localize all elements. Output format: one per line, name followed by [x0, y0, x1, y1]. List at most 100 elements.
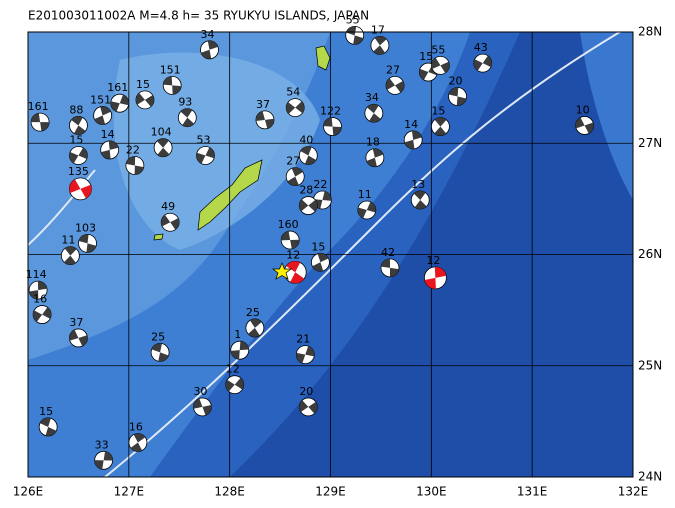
depth-label: 13	[411, 178, 425, 191]
beachball	[298, 397, 318, 417]
beachball	[32, 305, 52, 324]
beachball	[135, 90, 155, 110]
beachball-quadrant	[346, 26, 364, 45]
depth-label: 54	[286, 86, 300, 99]
beachball-quadrant	[287, 167, 303, 186]
beachball-quadrant	[69, 147, 88, 164]
beachball-quadrant	[299, 400, 318, 414]
frame	[27, 31, 634, 478]
depth-label: 12	[426, 254, 440, 267]
beachball-quadrant	[196, 147, 215, 164]
beachball	[60, 246, 80, 266]
depth-label: 15	[136, 78, 150, 91]
beachball	[162, 76, 182, 95]
beachball-quadrant	[135, 92, 154, 107]
depth-label: 15	[419, 50, 433, 63]
beachball-quadrant	[33, 307, 52, 322]
depth-label: 17	[371, 23, 385, 36]
beachball-quadrant	[286, 261, 305, 284]
beachball	[345, 25, 365, 45]
depth-label: 55	[431, 43, 445, 56]
depth-label: 37	[256, 98, 270, 111]
lon-label: 129E	[315, 485, 346, 499]
beachball	[295, 345, 315, 365]
beachball	[153, 138, 173, 158]
beachball-quadrant	[230, 341, 249, 360]
beachball	[177, 108, 197, 128]
depth-label: 15	[39, 405, 53, 418]
beachball-quadrant	[404, 130, 422, 149]
beachball	[38, 417, 58, 437]
beachball-quadrant	[434, 117, 447, 136]
beachball-quadrant	[431, 57, 450, 73]
beachball-quadrant	[163, 76, 182, 95]
beachball-quadrant	[180, 108, 195, 127]
beachball-quadrant	[313, 191, 332, 209]
lat-label: 26N	[638, 247, 662, 261]
depth-label: 151	[160, 63, 181, 76]
beachball-quadrant	[130, 433, 146, 452]
depth-label: 151	[90, 93, 111, 106]
beachball-quadrant	[366, 148, 384, 167]
lon-label: 126E	[13, 485, 44, 499]
main-event-star	[272, 262, 292, 280]
beachball	[200, 40, 219, 60]
beachball	[30, 112, 50, 132]
beachball-quadrant	[575, 117, 594, 134]
beachball	[365, 148, 385, 168]
beachball	[298, 146, 318, 165]
beachball	[385, 76, 405, 95]
beachball-quadrant	[31, 113, 50, 132]
depth-label: 28	[299, 184, 313, 197]
beachball-quadrant	[193, 398, 212, 416]
depth-label: 25	[151, 330, 165, 343]
depth-label: 34	[201, 28, 215, 41]
beachball	[100, 140, 120, 160]
beachball-quadrant	[94, 451, 113, 470]
beachball	[283, 260, 307, 284]
beachball-quadrant	[296, 346, 315, 364]
depth-label: 12	[286, 248, 300, 261]
depth-label: 37	[69, 316, 83, 329]
depth-label: 15	[69, 133, 83, 146]
beachball	[313, 190, 332, 210]
depth-label: 14	[404, 118, 418, 131]
beachball	[280, 230, 300, 250]
beachball-quadrant	[473, 55, 492, 71]
depth-label: 43	[474, 41, 488, 54]
beachball-quadrant	[100, 140, 119, 159]
depth-label: 55	[346, 13, 360, 26]
beachball-quadrant	[161, 214, 180, 230]
beachball-quadrant	[200, 40, 219, 59]
beachball	[69, 177, 92, 201]
beachball-quadrant	[357, 201, 376, 219]
depth-label: 15	[431, 105, 445, 118]
depth-label: 15	[311, 240, 325, 253]
depth-label: 22	[126, 144, 140, 157]
lat-label: 25N	[638, 358, 662, 372]
beachball	[128, 433, 148, 452]
beachball-quadrant	[255, 111, 274, 129]
beachball-quadrant	[126, 156, 144, 175]
beachball-quadrant	[151, 343, 169, 362]
lat-label: 27N	[638, 136, 662, 150]
lon-label: 131E	[517, 485, 548, 499]
depth-label: 42	[381, 246, 395, 259]
beachball-quadrant	[94, 106, 111, 125]
beachball	[403, 130, 423, 150]
beachball	[150, 342, 170, 362]
beachball-quadrant	[373, 36, 387, 55]
depth-label: 20	[449, 75, 463, 88]
lat-label: 28N	[638, 25, 662, 39]
depth-label: 12	[226, 363, 240, 376]
beachball	[69, 146, 88, 165]
beachball-quadrant	[78, 234, 97, 253]
depth-label: 34	[365, 91, 379, 104]
beachball	[575, 116, 594, 135]
beachball-quadrant	[300, 146, 317, 165]
beachball-quadrant	[71, 116, 86, 135]
depth-label: 1	[234, 328, 241, 341]
beachball-quadrant	[248, 318, 262, 337]
beachball-quadrant	[381, 258, 399, 277]
